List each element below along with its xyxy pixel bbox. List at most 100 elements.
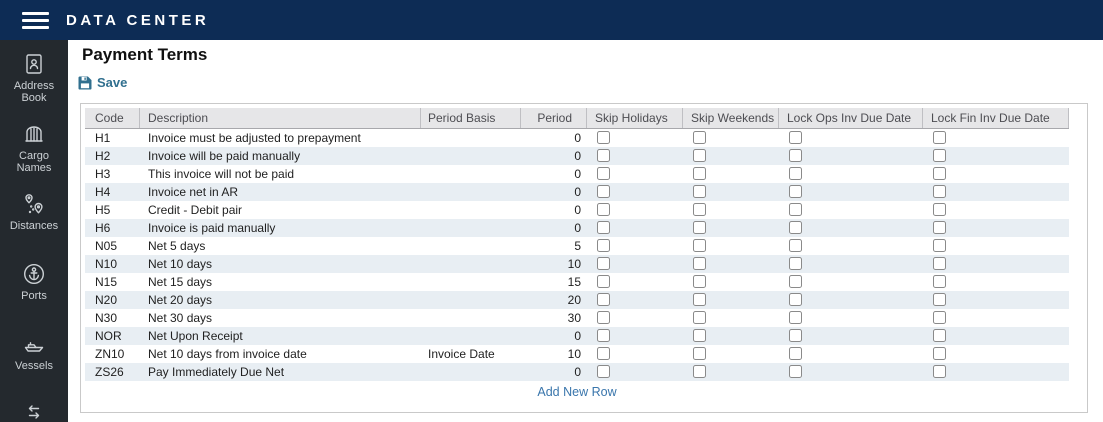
code-cell[interactable]: H4 — [95, 185, 111, 199]
sidebar-item-cargo-names[interactable]: Cargo Names — [0, 122, 68, 192]
code-cell[interactable]: H1 — [95, 131, 111, 145]
lock-ops-inv-due-date-checkbox[interactable] — [789, 167, 802, 180]
skip-weekends-checkbox[interactable] — [693, 185, 706, 198]
period-cell[interactable]: 30 — [567, 311, 581, 325]
period-cell[interactable]: 10 — [567, 257, 581, 271]
period-cell[interactable]: 0 — [574, 131, 581, 145]
lock-fin-inv-due-date-checkbox[interactable] — [933, 275, 946, 288]
period-cell[interactable]: 10 — [567, 347, 581, 361]
lock-fin-inv-due-date-checkbox[interactable] — [933, 311, 946, 324]
code-cell[interactable]: H2 — [95, 149, 111, 163]
skip-holidays-checkbox[interactable] — [597, 221, 610, 234]
lock-ops-inv-due-date-checkbox[interactable] — [789, 203, 802, 216]
period-basis-cell[interactable] — [421, 291, 521, 309]
skip-holidays-checkbox[interactable] — [597, 131, 610, 144]
table-row[interactable]: ZN10 Net 10 days from invoice date Invoi… — [85, 345, 1069, 363]
skip-holidays-checkbox[interactable] — [597, 167, 610, 180]
period-cell[interactable]: 0 — [574, 185, 581, 199]
lock-ops-inv-due-date-checkbox[interactable] — [789, 329, 802, 342]
skip-holidays-checkbox[interactable] — [597, 329, 610, 342]
skip-holidays-checkbox[interactable] — [597, 347, 610, 360]
skip-weekends-checkbox[interactable] — [693, 203, 706, 216]
table-row[interactable]: N30 Net 30 days 30 — [85, 309, 1069, 327]
lock-ops-inv-due-date-checkbox[interactable] — [789, 293, 802, 306]
sidebar-item-vessels[interactable]: Vessels — [0, 332, 68, 402]
description-cell[interactable]: Net Upon Receipt — [148, 329, 243, 343]
period-basis-cell[interactable] — [421, 165, 521, 183]
code-cell[interactable]: N20 — [95, 293, 118, 307]
description-cell[interactable]: Net 5 days — [148, 239, 206, 253]
table-row[interactable]: H2 Invoice will be paid manually 0 — [85, 147, 1069, 165]
period-basis-cell[interactable] — [421, 273, 521, 291]
period-basis-cell[interactable] — [421, 237, 521, 255]
period-cell[interactable]: 0 — [574, 167, 581, 181]
skip-holidays-checkbox[interactable] — [597, 149, 610, 162]
lock-ops-inv-due-date-checkbox[interactable] — [789, 131, 802, 144]
description-cell[interactable]: Invoice must be adjusted to prepayment — [148, 131, 361, 145]
description-cell[interactable]: Pay Immediately Due Net — [148, 365, 285, 379]
add-new-row-button[interactable]: Add New Row — [537, 385, 617, 399]
lock-ops-inv-due-date-checkbox[interactable] — [789, 149, 802, 162]
lock-ops-inv-due-date-checkbox[interactable] — [789, 239, 802, 252]
table-row[interactable]: N15 Net 15 days 15 — [85, 273, 1069, 291]
description-cell[interactable]: This invoice will not be paid — [148, 167, 295, 181]
lock-ops-inv-due-date-checkbox[interactable] — [789, 257, 802, 270]
description-cell[interactable]: Net 15 days — [148, 275, 213, 289]
skip-holidays-checkbox[interactable] — [597, 311, 610, 324]
table-row[interactable]: N10 Net 10 days 10 — [85, 255, 1069, 273]
table-row[interactable]: H1 Invoice must be adjusted to prepaymen… — [85, 129, 1069, 147]
sidebar-item-transfers[interactable] — [0, 402, 68, 422]
period-basis-cell[interactable] — [421, 183, 521, 201]
skip-weekends-checkbox[interactable] — [693, 329, 706, 342]
period-cell[interactable]: 0 — [574, 329, 581, 343]
table-row[interactable]: N05 Net 5 days 5 — [85, 237, 1069, 255]
hamburger-menu-icon[interactable] — [22, 8, 49, 33]
sidebar-item-ports[interactable]: Ports — [0, 262, 68, 332]
period-cell[interactable]: 20 — [567, 293, 581, 307]
table-row[interactable]: N20 Net 20 days 20 — [85, 291, 1069, 309]
skip-weekends-checkbox[interactable] — [693, 347, 706, 360]
period-basis-cell[interactable] — [421, 219, 521, 237]
description-cell[interactable]: Net 10 days — [148, 257, 213, 271]
code-cell[interactable]: N10 — [95, 257, 118, 271]
skip-holidays-checkbox[interactable] — [597, 293, 610, 306]
table-row[interactable]: NOR Net Upon Receipt 0 — [85, 327, 1069, 345]
skip-holidays-checkbox[interactable] — [597, 185, 610, 198]
lock-fin-inv-due-date-checkbox[interactable] — [933, 131, 946, 144]
lock-fin-inv-due-date-checkbox[interactable] — [933, 185, 946, 198]
skip-holidays-checkbox[interactable] — [597, 239, 610, 252]
skip-weekends-checkbox[interactable] — [693, 131, 706, 144]
lock-ops-inv-due-date-checkbox[interactable] — [789, 221, 802, 234]
code-cell[interactable]: N30 — [95, 311, 118, 325]
lock-fin-inv-due-date-checkbox[interactable] — [933, 329, 946, 342]
period-basis-cell[interactable] — [421, 255, 521, 273]
skip-weekends-checkbox[interactable] — [693, 257, 706, 270]
table-row[interactable]: H3 This invoice will not be paid 0 — [85, 165, 1069, 183]
lock-fin-inv-due-date-checkbox[interactable] — [933, 293, 946, 306]
skip-holidays-checkbox[interactable] — [597, 257, 610, 270]
skip-weekends-checkbox[interactable] — [693, 275, 706, 288]
period-basis-cell[interactable] — [421, 201, 521, 219]
code-cell[interactable]: H6 — [95, 221, 111, 235]
table-row[interactable]: H6 Invoice is paid manually 0 — [85, 219, 1069, 237]
table-row[interactable]: H4 Invoice net in AR 0 — [85, 183, 1069, 201]
code-cell[interactable]: ZS26 — [95, 365, 124, 379]
period-basis-cell[interactable] — [421, 363, 521, 381]
lock-fin-inv-due-date-checkbox[interactable] — [933, 203, 946, 216]
skip-weekends-checkbox[interactable] — [693, 167, 706, 180]
description-cell[interactable]: Invoice is paid manually — [148, 221, 276, 235]
code-cell[interactable]: N15 — [95, 275, 118, 289]
skip-weekends-checkbox[interactable] — [693, 239, 706, 252]
period-basis-cell[interactable] — [421, 309, 521, 327]
description-cell[interactable]: Invoice will be paid manually — [148, 149, 301, 163]
code-cell[interactable]: ZN10 — [95, 347, 125, 361]
lock-fin-inv-due-date-checkbox[interactable] — [933, 239, 946, 252]
code-cell[interactable]: H5 — [95, 203, 111, 217]
period-basis-cell[interactable] — [421, 327, 521, 345]
period-basis-cell[interactable] — [421, 147, 521, 165]
lock-fin-inv-due-date-checkbox[interactable] — [933, 149, 946, 162]
lock-fin-inv-due-date-checkbox[interactable] — [933, 221, 946, 234]
period-cell[interactable]: 0 — [574, 221, 581, 235]
skip-holidays-checkbox[interactable] — [597, 203, 610, 216]
period-cell[interactable]: 15 — [567, 275, 581, 289]
